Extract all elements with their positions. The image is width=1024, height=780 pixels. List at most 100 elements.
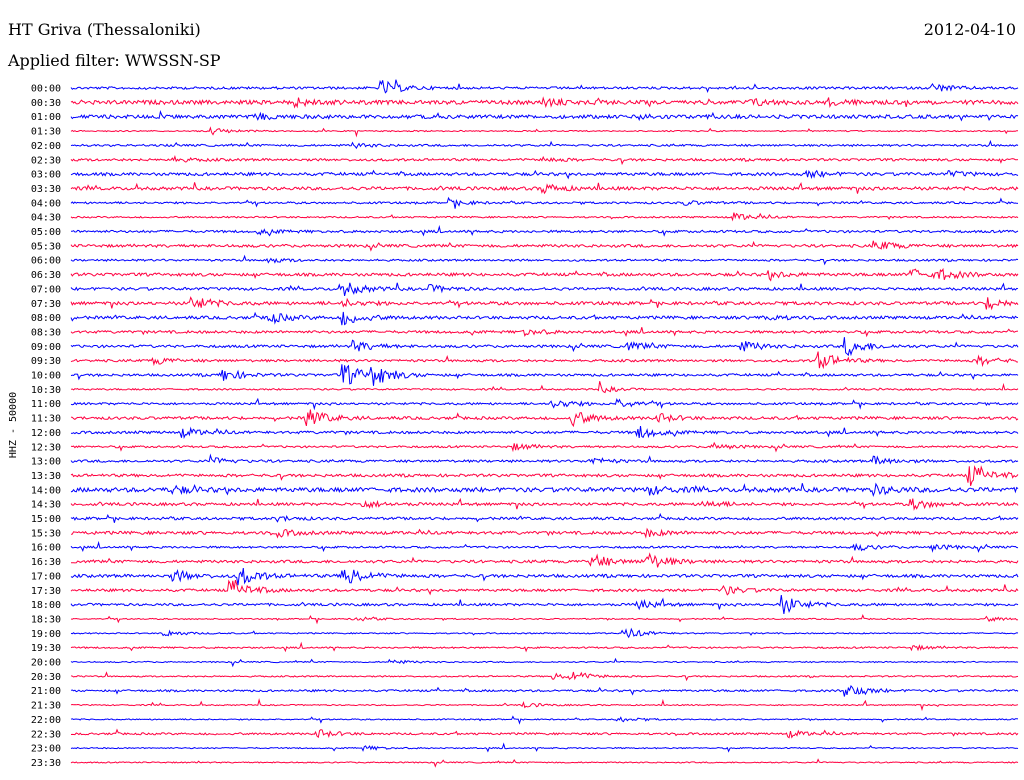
trace-line — [70, 641, 1019, 653]
trace-line — [70, 139, 1019, 150]
trace-line — [70, 169, 1019, 180]
time-label: 07:00 — [31, 284, 61, 295]
trace-line — [70, 613, 1019, 625]
time-label: 11:30 — [31, 414, 61, 425]
trace-line — [70, 453, 1019, 465]
time-label: 01:30 — [31, 127, 61, 138]
time-label: 03:30 — [31, 184, 61, 195]
trace-line — [70, 595, 1019, 614]
time-label: 10:00 — [31, 371, 61, 382]
trace-line — [70, 497, 1019, 511]
channel-axis-label: HHZ - 50000 — [8, 392, 19, 458]
trace-line — [70, 196, 1019, 209]
trace-line — [70, 715, 1019, 725]
time-label: 09:00 — [31, 342, 61, 353]
time-label: 21:30 — [31, 701, 61, 712]
time-label: 02:00 — [31, 141, 61, 152]
record-date: 2012-04-10 — [923, 20, 1016, 39]
time-label: 06:00 — [31, 256, 61, 267]
time-label: 07:30 — [31, 299, 61, 310]
trace-line — [70, 351, 1018, 370]
time-label: 22:00 — [31, 715, 61, 726]
time-label: 05:30 — [31, 241, 61, 252]
time-label: 14:00 — [31, 485, 61, 496]
time-label: 12:00 — [31, 428, 61, 439]
time-label: 23:30 — [31, 758, 61, 769]
station-title: HT Griva (Thessaloniki) — [8, 20, 201, 39]
trace-line — [70, 426, 1019, 439]
time-label: 06:30 — [31, 270, 61, 281]
trace-line — [70, 397, 1019, 411]
time-label: 15:30 — [31, 528, 61, 539]
trace-line — [70, 758, 1019, 768]
trace-line — [70, 181, 1019, 195]
trace-line — [70, 685, 1019, 697]
time-label: 15:00 — [31, 514, 61, 525]
trace-line — [70, 240, 1019, 252]
trace-line — [70, 254, 1019, 266]
trace-line — [70, 441, 1019, 453]
time-label: 20:00 — [31, 658, 61, 669]
trace-line — [70, 96, 1019, 109]
time-label: 17:30 — [31, 586, 61, 597]
time-label: 08:30 — [31, 327, 61, 338]
time-label: 19:30 — [31, 643, 61, 654]
trace-line — [70, 282, 1019, 297]
time-label: 03:00 — [31, 170, 61, 181]
trace-line — [70, 109, 1019, 122]
time-label: 16:30 — [31, 557, 61, 568]
time-labels-group: 00:00 00:30 01:00 01:30 02:00 02:30 03:00 03:30… — [31, 84, 61, 769]
time-label: 20:30 — [31, 672, 61, 683]
trace-line — [70, 327, 1019, 338]
trace-line — [70, 381, 1019, 394]
trace-line — [70, 579, 1019, 596]
trace-line — [70, 657, 1019, 668]
time-label: 00:30 — [31, 98, 61, 109]
trace-line — [71, 224, 1019, 237]
trace-line — [70, 79, 1019, 94]
time-label: 11:00 — [31, 399, 61, 410]
trace-line — [70, 552, 1019, 568]
time-label: 12:30 — [31, 442, 61, 453]
time-label: 13:30 — [31, 471, 61, 482]
trace-line — [70, 364, 1019, 386]
trace-line — [70, 296, 1019, 311]
time-label: 09:30 — [31, 356, 61, 367]
trace-line — [70, 742, 1019, 753]
trace-line — [70, 568, 1019, 586]
filter-label: Applied filter: WWSSN-SP — [8, 51, 221, 70]
trace-line — [70, 465, 1019, 486]
trace-line — [70, 311, 1019, 326]
time-label: 21:00 — [31, 686, 61, 697]
trace-line — [70, 671, 1019, 682]
time-label: 02:30 — [31, 155, 61, 166]
trace-line — [70, 527, 1019, 539]
trace-line — [70, 728, 1019, 739]
time-label: 14:30 — [31, 500, 61, 511]
trace-line — [70, 126, 1018, 138]
trace-line — [70, 409, 1019, 428]
time-label: 18:30 — [31, 614, 61, 625]
time-label: 18:00 — [31, 600, 61, 611]
trace-line — [70, 482, 1019, 497]
time-label: 23:00 — [31, 744, 61, 755]
trace-line — [70, 212, 1019, 222]
time-label: 01:00 — [31, 112, 61, 123]
time-label: 04:00 — [31, 198, 61, 209]
time-label: 10:30 — [31, 385, 61, 396]
time-label: 04:30 — [31, 213, 61, 224]
time-label: 08:00 — [31, 313, 61, 324]
trace-line — [70, 698, 1019, 712]
time-label: 16:00 — [31, 543, 61, 554]
trace-line — [70, 540, 1019, 553]
time-label: 17:00 — [31, 571, 61, 582]
time-label: 13:00 — [31, 457, 61, 468]
time-label: 00:00 — [31, 84, 61, 95]
traces-group — [70, 79, 1019, 768]
trace-line — [70, 337, 1019, 357]
time-label: 22:30 — [31, 729, 61, 740]
trace-line — [70, 512, 1019, 523]
time-label: 05:00 — [31, 227, 61, 238]
trace-line — [70, 627, 1019, 639]
